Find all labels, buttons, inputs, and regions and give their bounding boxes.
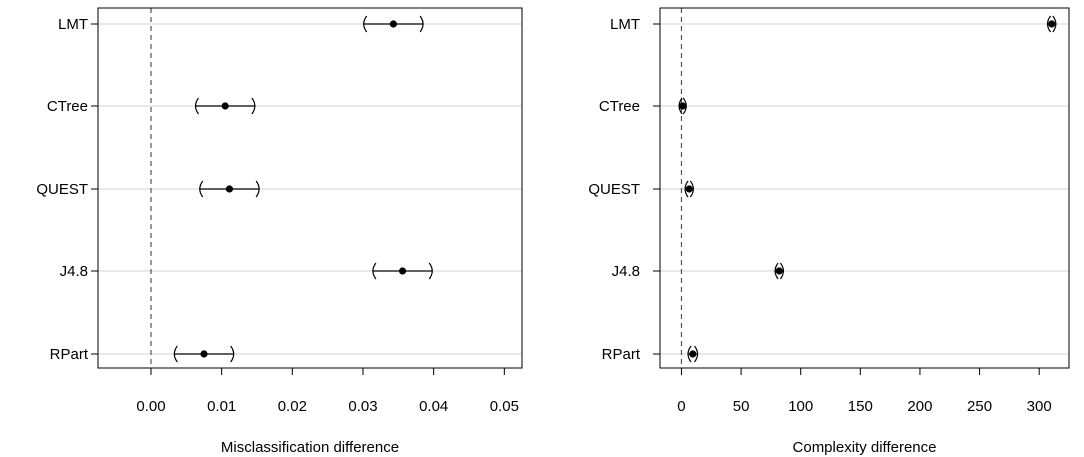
panel-0-point-estimate-2 [225,185,234,193]
panel-1-category-label-4: RPart [602,346,641,363]
panel-0-category-label-4: RPart [50,346,89,363]
panel-1-category-label-2: QUEST [588,181,640,198]
panel-0-category-label-1: CTree [47,98,88,115]
panel-0-x-tick-label-4: 0.04 [419,398,448,415]
panel-1-category-label-1: CTree [599,98,640,115]
panel-0-x-axis-label: Misclassification difference [221,439,399,456]
panel-1-point-estimate-1 [679,102,687,110]
panel-1-ci-lower-bracket-2 [684,180,689,198]
panel-0-plot-frame [97,7,523,369]
panel-1-point-estimate-4 [689,350,697,358]
panel-0-category-label-3: J4.8 [60,263,88,280]
panel-1-x-tick-label-5: 250 [967,398,992,415]
panel-0-ci-lower-bracket-3 [372,262,377,280]
panel-0-category-label-0: LMT [58,16,88,33]
panel-0-x-tick-label-1: 0.01 [207,398,236,415]
panel-1-plot-frame [659,7,1070,369]
panel-1-ci-lower-bracket-4 [687,345,692,363]
panel-1-x-tick-label-2: 100 [788,398,813,415]
panel-1-ci-lower-bracket-0 [1046,15,1052,33]
panel-0-ci-upper-bracket-2 [255,180,260,198]
complexity-panel: LMT CTree QUEST J4.8 RPart 0 50 100 150 200 250 300… [588,7,1070,456]
panel-1-ci-lower-bracket-3 [774,262,779,280]
panel-1-point-estimate-2 [685,185,693,193]
panel-0-ci-upper-bracket-3 [428,262,433,280]
panel-0-ci-upper-bracket-4 [230,345,235,363]
panel-0-ci-upper-bracket-1 [251,97,256,115]
panel-0-x-tick-label-3: 0.03 [348,398,377,415]
panel-1-point-estimate-0 [1048,20,1056,28]
panel-1-ci-upper-bracket-2 [689,180,694,198]
panel-0-x-tick-label-5: 0.05 [490,398,519,415]
panel-0-x-tick-label-2: 0.02 [278,398,307,415]
panel-1-x-tick-label-3: 150 [848,398,873,415]
panel-1-category-label-0: LMT [610,16,640,33]
panel-0-point-estimate-3 [398,267,407,275]
panel-0-x-tick-label-0: 0.00 [136,398,165,415]
panel-0-point-estimate-0 [389,20,397,28]
panel-1-x-axis-label: Complexity difference [793,439,937,456]
panel-1-ci-upper-bracket-4 [694,345,699,363]
panel-1-ci-upper-bracket-3 [779,262,785,280]
panel-0-ci-upper-bracket-0 [419,15,424,33]
panel-1-category-label-3: J4.8 [612,263,640,280]
panel-0-ci-lower-bracket-0 [363,15,368,33]
panel-1-x-tick-label-6: 300 [1027,398,1052,415]
panel-0-ci-lower-bracket-1 [194,97,200,115]
panel-0-ci-lower-bracket-4 [173,345,178,363]
panel-0-category-label-2: QUEST [36,181,88,198]
panel-0-point-estimate-4 [200,350,208,358]
panel-1-point-estimate-3 [775,267,783,275]
panel-1-ci-upper-bracket-0 [1052,15,1057,33]
panel-1-x-tick-label-4: 200 [907,398,932,415]
panel-1-x-tick-label-1: 50 [733,398,750,415]
panel-1-x-tick-label-0: 0 [677,398,685,415]
panel-0-ci-lower-bracket-2 [199,180,204,198]
panel-0-point-estimate-1 [221,102,229,110]
misclassification-panel: LMT CTree QUEST J4.8 RPart 0.00 0.01 0.02 0.03 0.… [36,7,523,456]
